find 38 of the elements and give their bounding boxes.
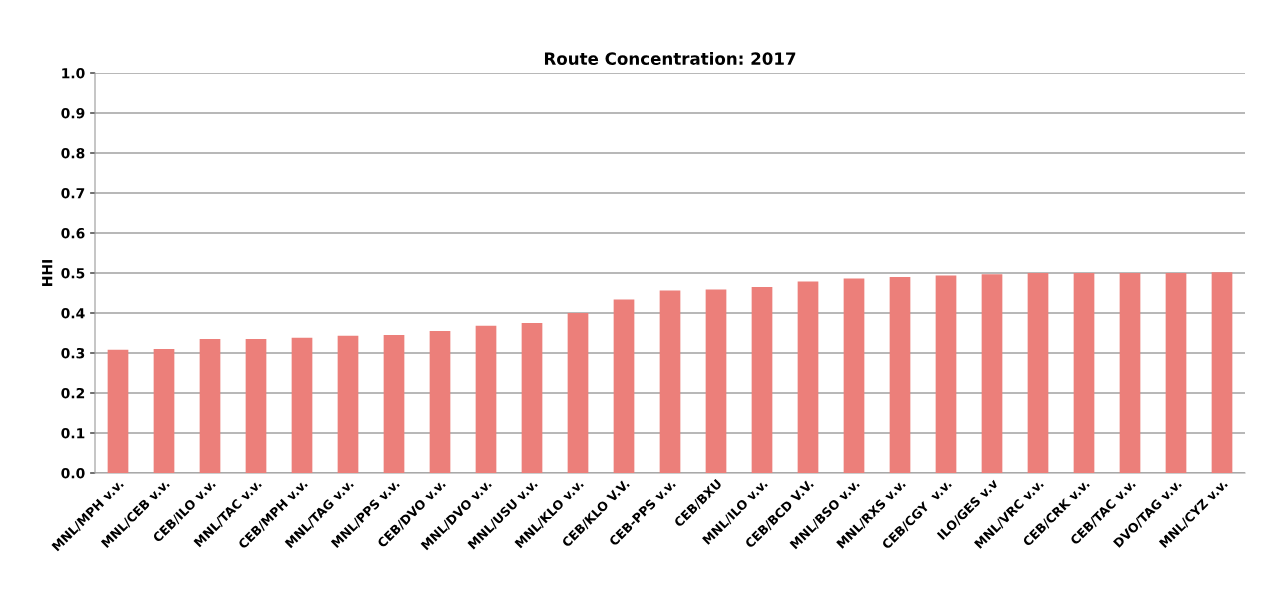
y-tick-label: 0.2 [61,387,85,399]
y-tick-label: 0.0 [61,467,85,479]
chart-title: Route Concentration: 2017 [544,52,796,65]
bar [245,339,267,473]
bar [1073,273,1095,473]
y-tick-label: 0.7 [61,187,85,199]
bar [613,299,635,473]
y-axis-title: HHI [42,260,53,286]
y-tick-label: 0.1 [61,427,85,439]
bar [843,278,865,473]
bar [751,287,773,473]
bar [705,289,727,473]
bar [935,275,957,473]
bar [383,335,405,473]
y-tick-label: 0.9 [61,107,85,119]
bar [429,331,451,473]
y-tick-label: 0.8 [61,147,85,159]
bar [153,349,175,473]
y-tick-label: 0.5 [61,267,85,279]
bar [291,337,313,473]
bar [199,339,221,473]
bar [797,281,819,473]
y-tick-label: 0.3 [61,347,85,359]
bar [1165,273,1187,473]
bar [567,313,589,473]
bar [475,325,497,473]
bar [521,323,543,473]
y-tick-label: 0.4 [61,307,85,319]
bar [1119,273,1141,473]
bar [1211,272,1233,473]
bar [107,349,129,473]
y-tick-label: 0.6 [61,227,85,239]
bar [889,277,911,473]
bar [337,335,359,473]
y-tick-label: 1.0 [62,67,85,79]
bar [1027,273,1049,473]
bar [981,274,1003,473]
bar [659,290,681,473]
